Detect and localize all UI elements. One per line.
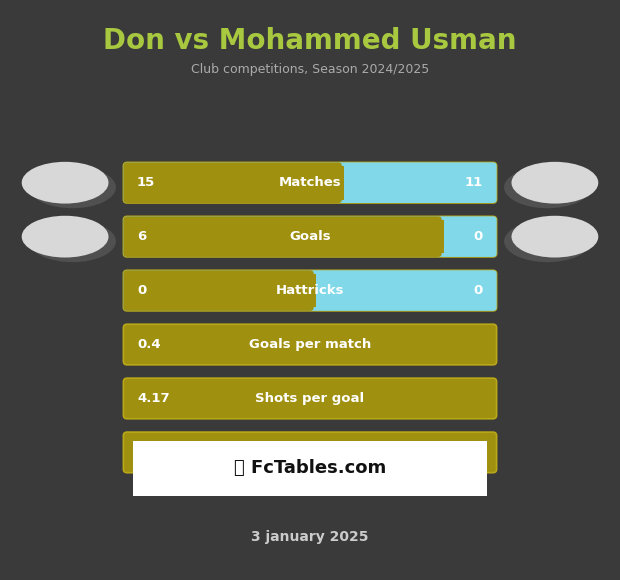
Ellipse shape bbox=[504, 166, 591, 208]
FancyBboxPatch shape bbox=[133, 441, 487, 496]
Text: Matches: Matches bbox=[278, 176, 342, 189]
Text: 0: 0 bbox=[137, 284, 146, 297]
FancyBboxPatch shape bbox=[123, 270, 497, 311]
Text: 4.17: 4.17 bbox=[137, 392, 170, 405]
Ellipse shape bbox=[22, 216, 108, 258]
Ellipse shape bbox=[29, 220, 116, 262]
FancyBboxPatch shape bbox=[123, 162, 497, 203]
Text: 0.4: 0.4 bbox=[137, 338, 161, 351]
Ellipse shape bbox=[22, 162, 108, 204]
Text: Shots per goal: Shots per goal bbox=[255, 392, 365, 405]
Text: Club competitions, Season 2024/2025: Club competitions, Season 2024/2025 bbox=[191, 63, 429, 76]
Ellipse shape bbox=[29, 166, 116, 208]
FancyBboxPatch shape bbox=[123, 162, 497, 203]
Text: Hattricks: Hattricks bbox=[276, 284, 344, 297]
Text: 6: 6 bbox=[137, 230, 146, 243]
Text: 255: 255 bbox=[137, 446, 164, 459]
FancyBboxPatch shape bbox=[123, 324, 497, 365]
Ellipse shape bbox=[512, 162, 598, 204]
FancyBboxPatch shape bbox=[123, 162, 342, 203]
Text: Don vs Mohammed Usman: Don vs Mohammed Usman bbox=[104, 27, 516, 55]
FancyBboxPatch shape bbox=[123, 216, 497, 257]
Ellipse shape bbox=[504, 220, 591, 262]
FancyBboxPatch shape bbox=[123, 216, 497, 257]
FancyBboxPatch shape bbox=[123, 270, 497, 311]
FancyBboxPatch shape bbox=[123, 378, 497, 419]
FancyBboxPatch shape bbox=[127, 166, 344, 200]
FancyBboxPatch shape bbox=[123, 216, 441, 257]
Text: 15: 15 bbox=[137, 176, 155, 189]
Text: 3 january 2025: 3 january 2025 bbox=[251, 530, 369, 543]
Text: 0: 0 bbox=[474, 284, 483, 297]
Text: Goals per match: Goals per match bbox=[249, 338, 371, 351]
Ellipse shape bbox=[512, 216, 598, 258]
Text: 11: 11 bbox=[465, 176, 483, 189]
Text: Min per goal: Min per goal bbox=[263, 446, 357, 459]
FancyBboxPatch shape bbox=[127, 220, 444, 253]
FancyBboxPatch shape bbox=[123, 432, 497, 473]
Text: Goals: Goals bbox=[289, 230, 331, 243]
FancyBboxPatch shape bbox=[123, 270, 314, 311]
Text: 0: 0 bbox=[474, 230, 483, 243]
FancyBboxPatch shape bbox=[127, 274, 316, 307]
Text: 📊 FcTables.com: 📊 FcTables.com bbox=[234, 459, 386, 477]
